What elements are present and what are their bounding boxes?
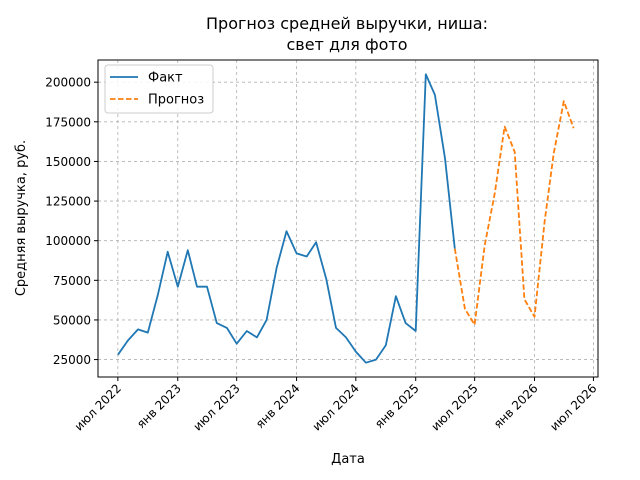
y-tick-label: 125000: [45, 195, 91, 209]
chart-title: Прогноз средней выручки, ниша: свет для ф…: [206, 14, 488, 54]
chart-title-line: Прогноз средней выручки, ниша:: [206, 14, 488, 33]
y-axis-label: Средняя выручка, руб.: [14, 140, 29, 296]
legend-label-forecast: Прогноз: [148, 93, 204, 108]
series-line-fact: [117, 73, 456, 364]
series-line-forecast: [453, 100, 575, 326]
legend-label-fact: Факт: [148, 71, 183, 86]
series-lines: [117, 73, 575, 364]
x-axis-label: Дата: [331, 452, 365, 467]
y-tick-label: 25000: [53, 353, 91, 367]
y-tick-label: 150000: [45, 155, 91, 169]
legend: Факт Прогноз: [104, 64, 214, 114]
y-tick-label: 175000: [45, 115, 91, 129]
y-tick-label: 200000: [45, 76, 91, 90]
y-tick-label: 50000: [53, 313, 91, 327]
plot-frame: [97, 59, 599, 378]
chart-title-line: свет для фото: [286, 35, 407, 54]
y-tick-label: 100000: [45, 234, 91, 248]
y-axis-ticks: 25000 50000 75000 100000 125000 150000 175000 2…: [45, 76, 98, 367]
y-tick-label: 75000: [53, 274, 91, 288]
